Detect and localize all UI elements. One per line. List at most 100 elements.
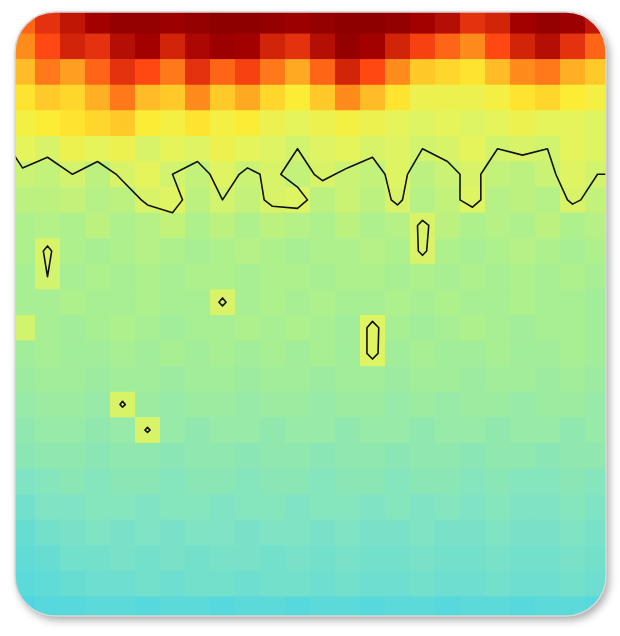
heat-cell — [235, 417, 261, 443]
heat-cell — [560, 136, 586, 162]
heat-cell — [185, 238, 211, 264]
cells — [15, 12, 606, 616]
heat-cell — [210, 213, 236, 239]
heat-cell — [335, 162, 361, 188]
heat-cell — [335, 494, 361, 520]
plot-area — [15, 12, 606, 616]
heat-cell — [260, 238, 286, 264]
heat-cell — [385, 213, 411, 239]
heat-cell — [110, 12, 136, 34]
heat-cell — [460, 238, 486, 264]
heat-cell — [60, 289, 86, 315]
heat-cell — [410, 341, 436, 367]
heat-cell — [460, 59, 486, 85]
heat-cell — [360, 392, 386, 418]
heat-cell — [510, 12, 536, 34]
heat-cell — [335, 34, 361, 60]
heat-cell — [15, 315, 36, 341]
heat-cell — [185, 520, 211, 546]
heat-cell — [160, 213, 186, 239]
heat-cell — [460, 289, 486, 315]
heat-cell — [235, 12, 261, 34]
heat-cell — [410, 162, 436, 188]
heat-cell — [485, 187, 511, 213]
heat-cell — [210, 264, 236, 290]
heat-cell — [385, 494, 411, 520]
heat-cell — [435, 494, 461, 520]
heat-cell — [335, 12, 361, 34]
heat-cell — [135, 213, 161, 239]
heat-cell — [35, 571, 61, 597]
heat-cell — [485, 34, 511, 60]
frame — [15, 12, 606, 616]
heat-cell — [35, 520, 61, 546]
heat-cell — [210, 417, 236, 443]
heat-cell — [510, 571, 536, 597]
heat-cell — [585, 596, 606, 616]
heat-cell — [510, 85, 536, 111]
heat-cell — [485, 469, 511, 495]
heat-cell — [35, 289, 61, 315]
heat-cell — [260, 315, 286, 341]
heat-cell — [435, 315, 461, 341]
heat-cell — [485, 596, 511, 616]
heat-cell — [485, 571, 511, 597]
heat-cell — [210, 520, 236, 546]
heat-cell — [15, 59, 36, 85]
heat-cell — [60, 238, 86, 264]
heat-cell — [560, 469, 586, 495]
heat-cell — [235, 596, 261, 616]
heat-cell — [135, 34, 161, 60]
heat-cell — [510, 289, 536, 315]
heat-cell — [260, 85, 286, 111]
heat-cell — [410, 392, 436, 418]
heat-cell — [360, 110, 386, 136]
heat-cell — [585, 315, 606, 341]
heat-cell — [460, 417, 486, 443]
chart — [0, 0, 620, 636]
heat-cell — [285, 341, 311, 367]
heat-cell — [160, 366, 186, 392]
heat-cell — [160, 85, 186, 111]
heat-cell — [335, 264, 361, 290]
heat-cell — [360, 213, 386, 239]
heat-cell — [135, 136, 161, 162]
heat-cell — [185, 110, 211, 136]
heat-cell — [510, 366, 536, 392]
heat-cell — [210, 59, 236, 85]
heat-cell — [285, 520, 311, 546]
heat-cell — [185, 136, 211, 162]
heat-cell — [60, 469, 86, 495]
heat-cell — [310, 264, 336, 290]
heat-cell — [235, 315, 261, 341]
heat-cell — [135, 110, 161, 136]
heat-cell — [510, 238, 536, 264]
heat-cell — [210, 494, 236, 520]
heat-cell — [385, 110, 411, 136]
heat-cell — [160, 59, 186, 85]
heat-cell — [485, 12, 511, 34]
heat-cell — [260, 520, 286, 546]
heat-cell — [135, 417, 161, 443]
heat-cell — [585, 545, 606, 571]
heat-cell — [560, 494, 586, 520]
heat-cell — [160, 264, 186, 290]
heat-cell — [335, 187, 361, 213]
heat-cell — [135, 85, 161, 111]
heat-cell — [510, 596, 536, 616]
heat-cell — [560, 341, 586, 367]
heat-cell — [435, 596, 461, 616]
heat-cell — [460, 366, 486, 392]
heat-cell — [460, 34, 486, 60]
heat-cell — [410, 494, 436, 520]
heat-cell — [335, 59, 361, 85]
heat-cell — [15, 469, 36, 495]
heat-cell — [310, 289, 336, 315]
heat-cell — [15, 366, 36, 392]
heat-cell — [60, 571, 86, 597]
heat-cell — [385, 571, 411, 597]
heat-cell — [410, 34, 436, 60]
heat-cell — [535, 34, 561, 60]
heat-cell — [85, 366, 111, 392]
heat-cell — [460, 162, 486, 188]
